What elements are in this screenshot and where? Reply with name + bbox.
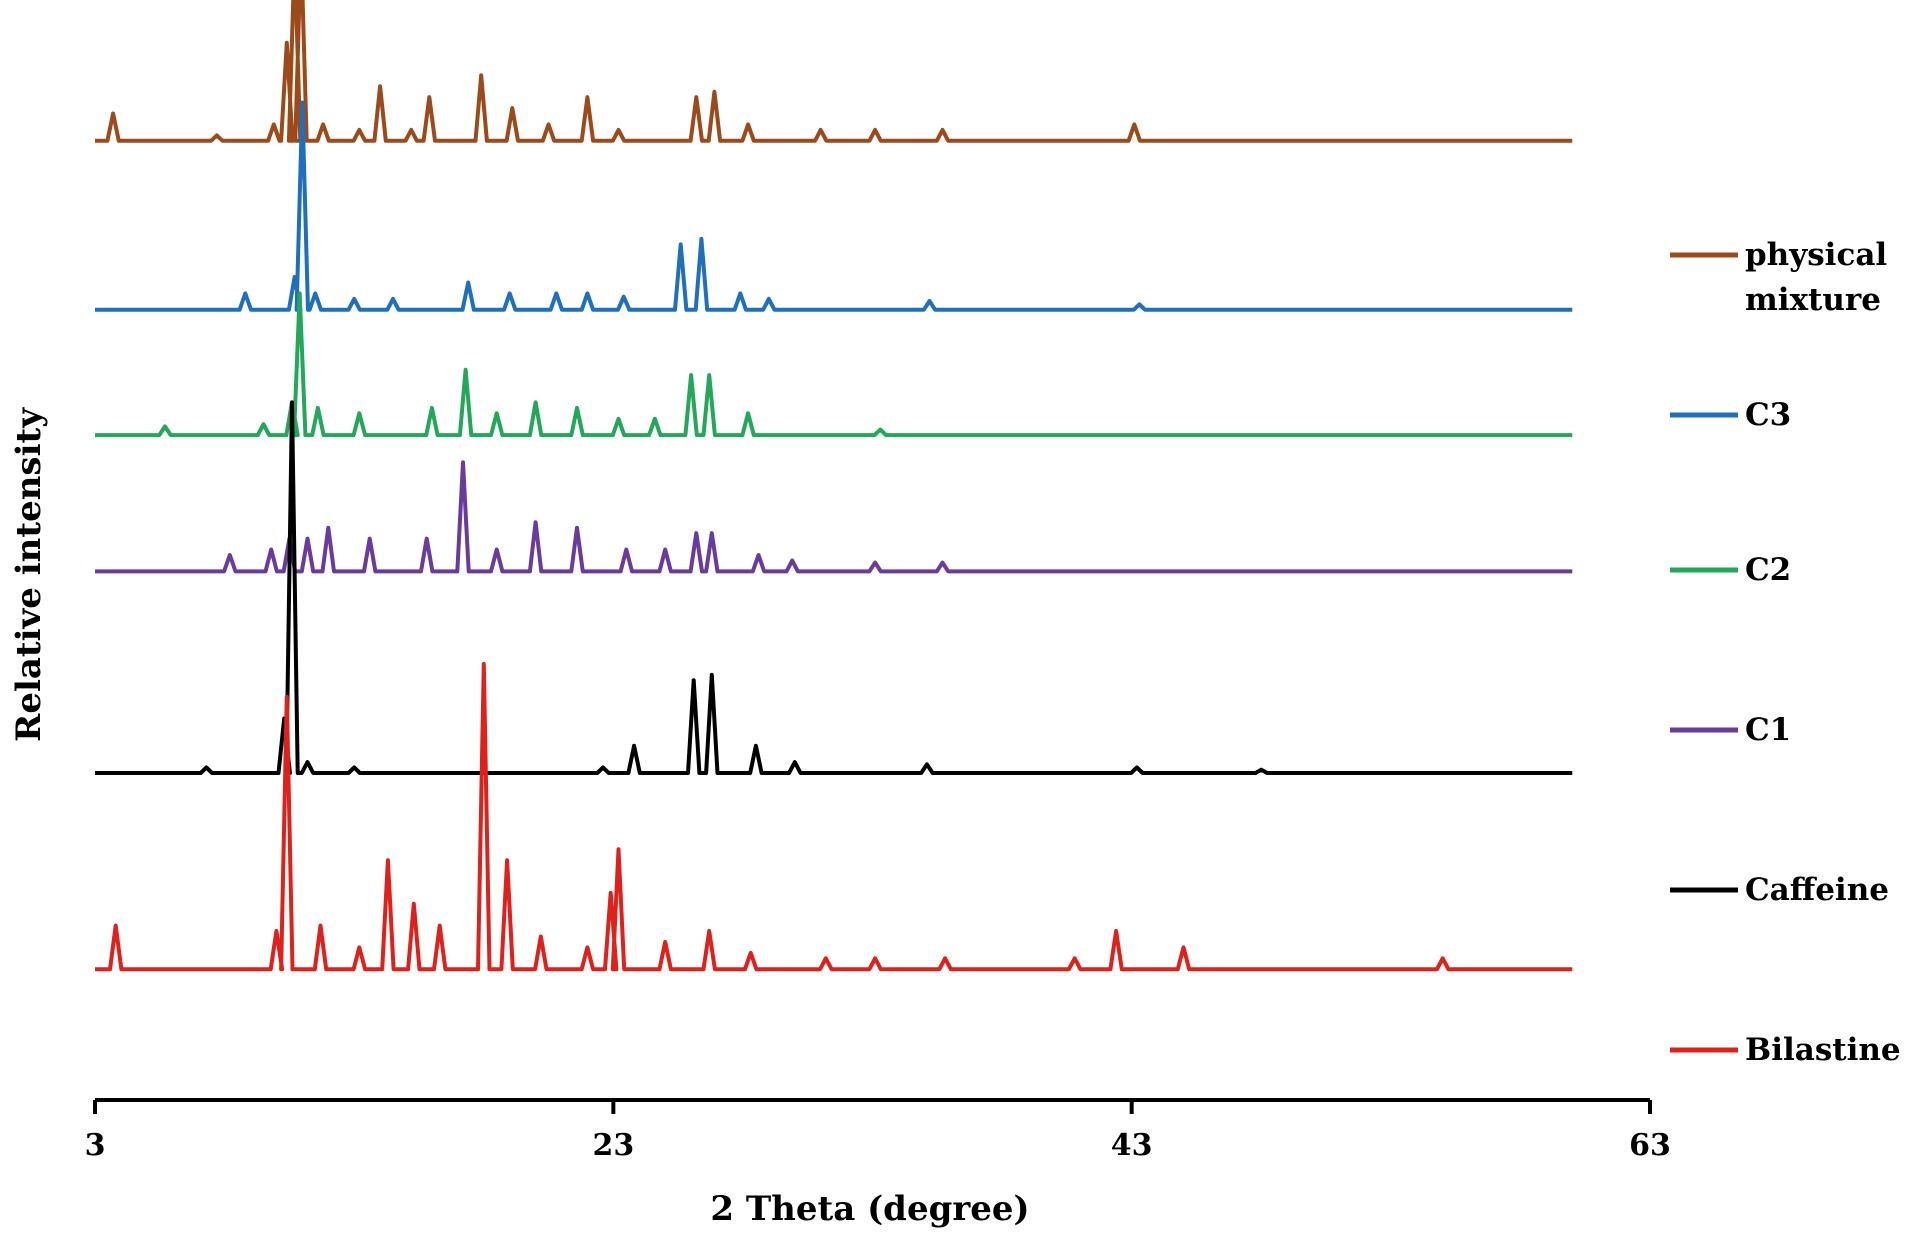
trace-caffeine: [95, 400, 1573, 775]
legend-item-caffeine: Caffeine: [1670, 872, 1889, 908]
trace-bilastine: [95, 662, 1573, 972]
y-axis-title: Relative intensity: [9, 407, 49, 742]
legend-item-c3: C3: [1670, 397, 1791, 433]
legend-label: Bilastine: [1745, 1032, 1901, 1068]
series-c3: [95, 100, 1573, 312]
legend-item-physical-mixture: physical mixture: [1670, 237, 1887, 318]
legend-label: C3: [1745, 397, 1791, 433]
series-c1: [95, 460, 1573, 574]
legend-item-c2: C2: [1670, 552, 1791, 588]
x-tick-label: 43: [1111, 1128, 1153, 1163]
legend: physical mixture C3 C2 C1 Caffeine Bilastine: [1670, 237, 1901, 1068]
series-physical-mixture: [95, 0, 1573, 143]
x-tick-label: 3: [85, 1128, 106, 1163]
legend-label: physical: [1745, 237, 1887, 273]
x-tick-label: 23: [592, 1128, 634, 1163]
x-tick-label: 63: [1629, 1128, 1671, 1163]
legend-item-bilastine: Bilastine: [1670, 1032, 1901, 1068]
series-layer: [95, 0, 1573, 972]
legend-label: C2: [1745, 552, 1791, 588]
x-axis: 3 23 43 63: [85, 1098, 1671, 1163]
legend-label: C1: [1745, 712, 1791, 748]
trace-c3: [95, 100, 1573, 312]
series-bilastine: [95, 662, 1573, 972]
trace-c2: [95, 291, 1573, 438]
series-c2: [95, 291, 1573, 438]
trace-physical-mixture: [95, 0, 1573, 143]
legend-label: Caffeine: [1745, 872, 1889, 908]
series-caffeine: [95, 400, 1573, 775]
trace-c1: [95, 460, 1573, 574]
legend-item-c1: C1: [1670, 712, 1791, 748]
legend-label: mixture: [1745, 282, 1881, 318]
x-axis-title: 2 Theta (degree): [710, 1189, 1029, 1229]
